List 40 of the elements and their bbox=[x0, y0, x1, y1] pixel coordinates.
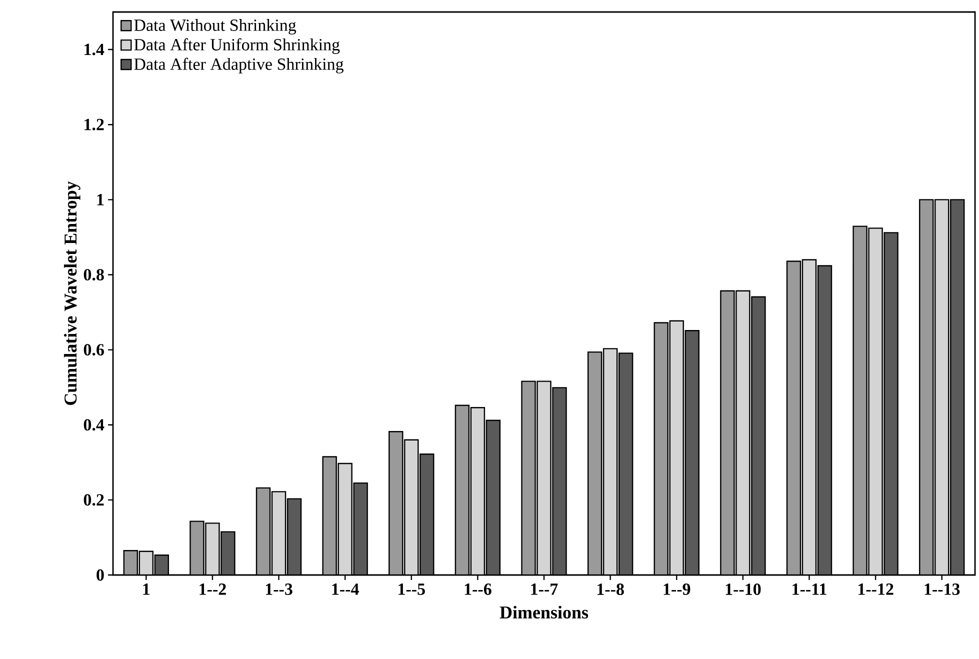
x-tick-label: 1--5 bbox=[398, 584, 425, 595]
x-tick-label: 1--9 bbox=[664, 584, 690, 595]
x-tick-label: 1 bbox=[143, 584, 150, 595]
x-tick-label: 1--8 bbox=[598, 584, 624, 596]
bar bbox=[919, 199, 934, 575]
legend-label: Data After Uniform Shrinking bbox=[134, 38, 340, 54]
x-tick-label: 1--6 bbox=[464, 584, 492, 595]
bar bbox=[587, 351, 602, 575]
y-tick-label: 1.4 bbox=[84, 44, 104, 56]
bar bbox=[256, 487, 271, 575]
y-tick-label: 1 bbox=[97, 194, 104, 206]
bar bbox=[486, 420, 501, 575]
legend-label: Data After Adaptive Shrinking bbox=[134, 58, 344, 74]
x-tick-label: 1--13 bbox=[924, 584, 960, 595]
y-tick-label: 0.8 bbox=[84, 268, 104, 280]
x-tick-label: 1--11 bbox=[792, 584, 826, 595]
bar bbox=[654, 322, 668, 575]
x-tick-label: 1--3 bbox=[266, 584, 292, 595]
bar bbox=[420, 454, 434, 575]
y-tick-label: 1.2 bbox=[84, 118, 104, 130]
y-axis-title: Cumulative Wavelet Entropy bbox=[64, 181, 80, 405]
bar bbox=[786, 260, 802, 575]
bar bbox=[454, 404, 470, 575]
bar bbox=[684, 330, 700, 575]
x-tick-label: 1--10 bbox=[726, 584, 761, 596]
y-tick-label: 0.4 bbox=[84, 419, 104, 431]
x-tick-label: 1--4 bbox=[332, 584, 359, 595]
y-tick-label: 0.6 bbox=[84, 344, 104, 356]
bar bbox=[618, 352, 634, 575]
bar bbox=[286, 498, 302, 575]
x-tick-label: 1--7 bbox=[531, 584, 558, 595]
x-tick-label: 1--12 bbox=[858, 584, 894, 595]
y-tick-label: 0.2 bbox=[84, 494, 104, 506]
y-tick-label: 0 bbox=[96, 569, 104, 581]
bar bbox=[950, 199, 965, 575]
bar bbox=[388, 431, 404, 575]
x-axis-title: Dimensions bbox=[500, 606, 588, 619]
x-tick-label: 1--2 bbox=[200, 584, 226, 595]
bar bbox=[817, 265, 832, 575]
legend-label: Data Without Shrinking bbox=[134, 19, 296, 34]
